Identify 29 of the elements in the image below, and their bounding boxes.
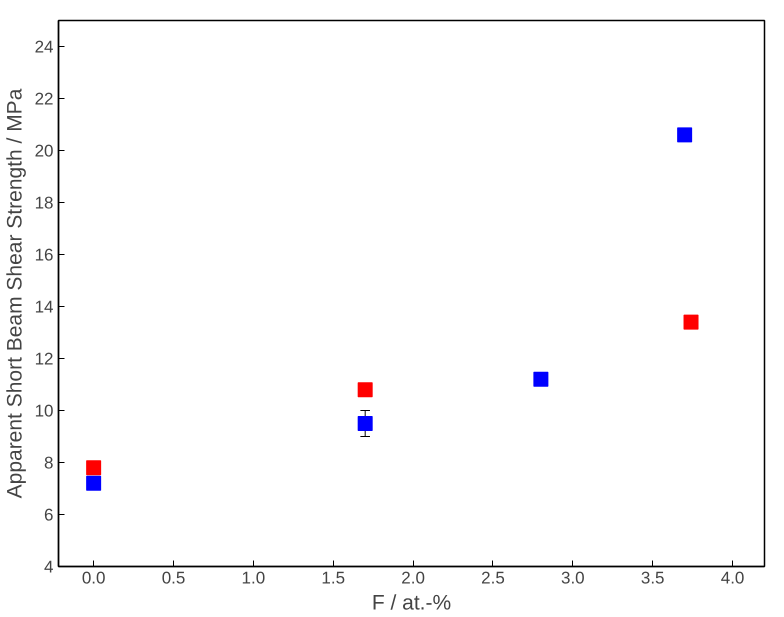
x-tick-label: 2.0	[401, 568, 425, 588]
y-tick-label: 20	[34, 142, 54, 160]
x-tick-label: 3.5	[640, 568, 665, 588]
x-tick-label: 2.5	[481, 568, 505, 588]
y-tick-label: 10	[34, 402, 54, 420]
x-tick-label: 0.5	[162, 568, 186, 588]
point	[358, 382, 373, 398]
point	[684, 314, 699, 330]
x-tick-label: 4.0	[720, 568, 744, 588]
y-tick-label: 16	[34, 246, 54, 264]
x-tick-label: 1.0	[242, 568, 266, 588]
y-tick-label: 22	[34, 90, 54, 108]
x-tick-label: 1.5	[321, 568, 346, 588]
y-tick-label: 24	[34, 38, 54, 56]
point	[86, 476, 102, 491]
x-tick-label: 3.0	[561, 568, 585, 588]
point	[358, 416, 373, 431]
point	[677, 127, 692, 142]
x-axis-title: F / at.-%	[372, 592, 452, 614]
y-tick-label: 14	[34, 298, 54, 316]
point	[86, 460, 102, 476]
x-tick-label: 0.0	[82, 568, 106, 588]
y-tick-label: 12	[34, 350, 54, 368]
y-tick-label: 4	[44, 558, 54, 576]
y-axis-title: Apparent Short Beam Shear Strength / MPa	[4, 88, 27, 498]
y-tick-label: 6	[44, 506, 54, 524]
y-tick-label: 18	[34, 194, 54, 212]
point	[533, 372, 548, 387]
y-tick-label: 8	[44, 454, 54, 472]
